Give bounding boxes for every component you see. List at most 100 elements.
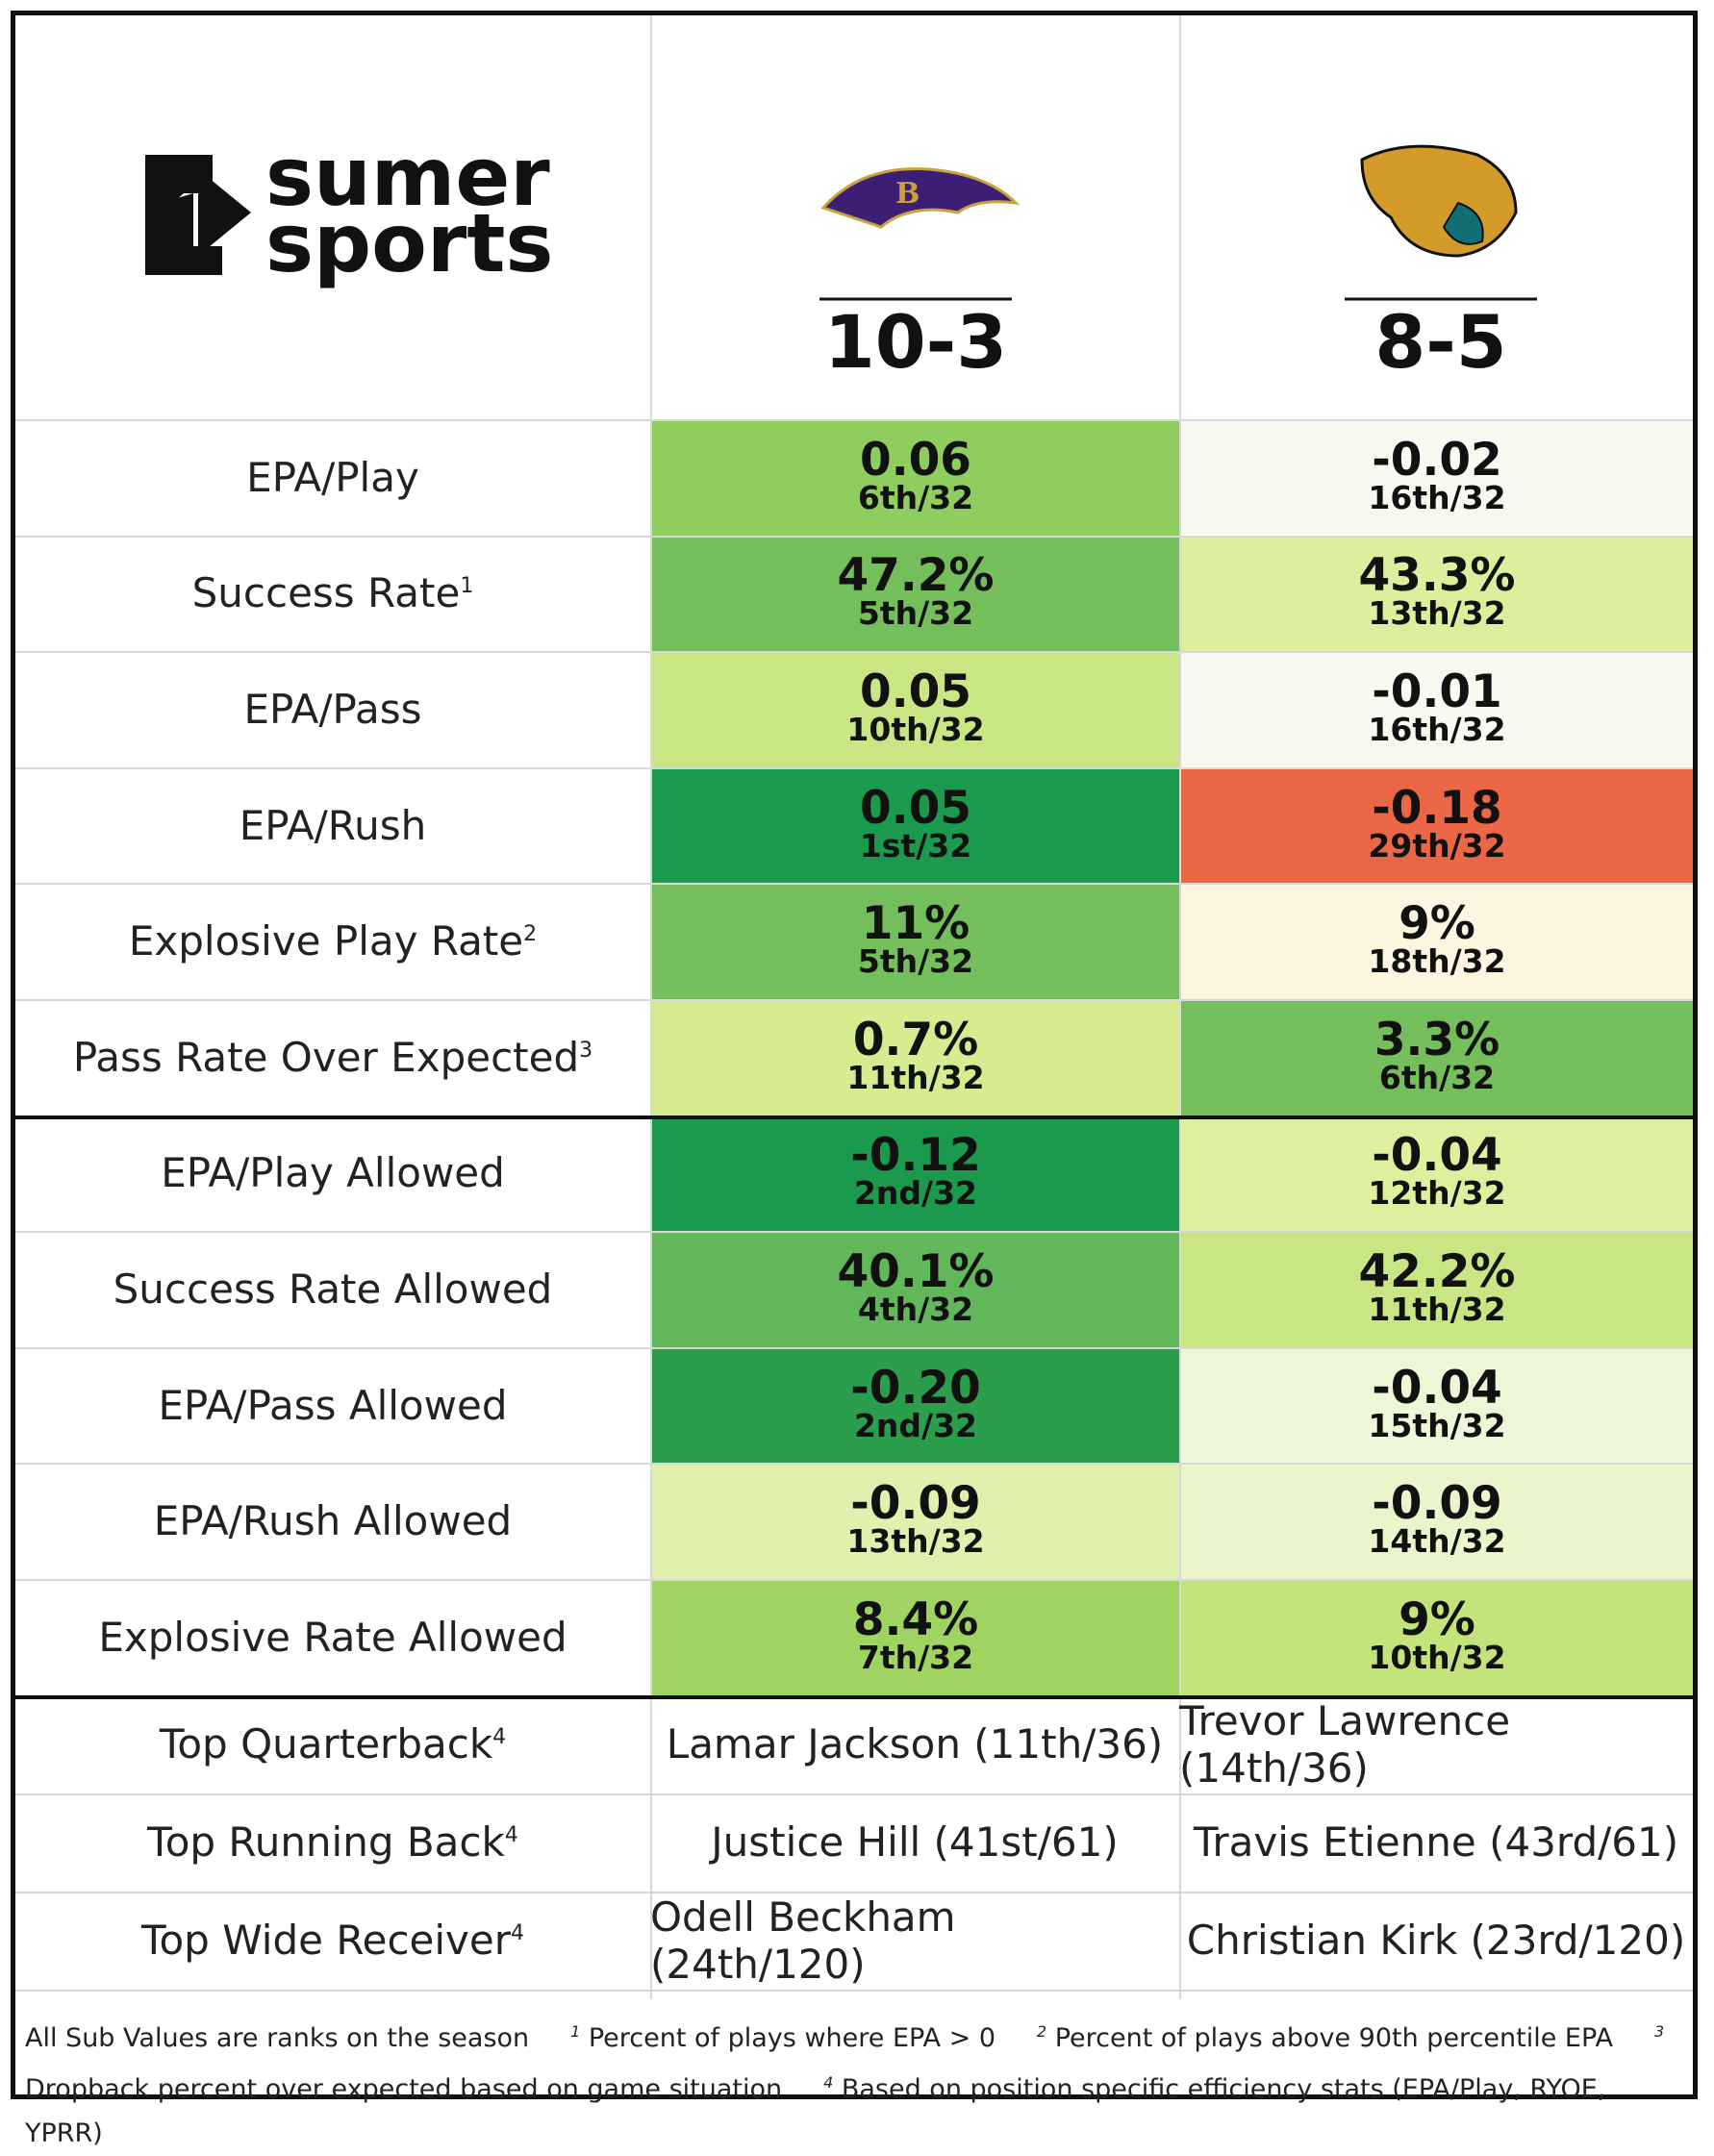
row-divider [15, 419, 1693, 421]
column-divider [650, 15, 652, 1999]
row-label: EPA/Play [246, 453, 419, 501]
stat-rank: 18th/32 [1368, 942, 1506, 981]
metric-cell: EPA/Pass Allowed [15, 1347, 650, 1464]
row-label: Top Wide Receiver [140, 1917, 512, 1965]
metric-label: EPA/Play [246, 454, 419, 501]
stat-cell: 0.05 10th/32 [652, 652, 1179, 767]
stat-value: 47.2% [837, 549, 995, 603]
stat-cell: 8.4% 7th/32 [652, 1580, 1179, 1695]
stat-rank: 5th/32 [857, 942, 974, 981]
row-divider [15, 1989, 1693, 1992]
stat-cell: 40.1% 4th/32 [652, 1232, 1179, 1347]
header: sumer sports B 10-3 8-5 [145, 130, 1537, 385]
stat-value: -0.04 [1372, 1129, 1502, 1183]
player-cell: Trevor Lawrence (14th/36) [1179, 1696, 1511, 1792]
stat-rank: 6th/32 [857, 478, 974, 516]
footnote-mark: 1 [570, 2022, 581, 2041]
footnote-mark: 4 [492, 1725, 507, 1750]
stat-value: 42.2% [1358, 1244, 1516, 1298]
row-label: Explosive Rate Allowed [98, 1613, 567, 1661]
stat-rank: 10th/32 [846, 710, 985, 748]
stat-value: 0.06 [860, 433, 971, 487]
stat-rank: 16th/32 [1368, 478, 1506, 516]
row-label: Success Rate [191, 569, 461, 617]
footnote-mark: 3 [579, 1038, 593, 1063]
stat-rank: 1st/32 [859, 826, 972, 865]
footnote-mark: 4 [823, 2073, 834, 2092]
stat-value: -0.09 [850, 1477, 981, 1531]
player-label: Top Quarterback4 [160, 1720, 506, 1767]
stat-rank: 2nd/32 [853, 1406, 978, 1444]
stat-cell: -0.04 15th/32 [1181, 1347, 1693, 1464]
sumer-logo-mark [145, 155, 251, 275]
metric-cell: Success Rate Allowed [15, 1231, 650, 1347]
stat-value: 3.3% [1374, 1013, 1500, 1066]
logo-text: sports [265, 196, 553, 290]
metric-label: EPA/Pass [243, 686, 421, 733]
stat-cell: 0.7% 11th/32 [652, 1000, 1179, 1116]
row-label: EPA/Rush Allowed [153, 1497, 513, 1545]
stat-rank: 2nd/32 [853, 1174, 978, 1213]
row-label: EPA/Pass [243, 685, 422, 733]
footnote-mark: 4 [511, 1921, 525, 1946]
metric-label: Success Rate Allowed [113, 1266, 553, 1313]
metric-cell: EPA/Pass [15, 651, 650, 767]
stat-value: 0.05 [860, 664, 971, 718]
metric-label: EPA/Play Allowed [161, 1149, 505, 1196]
stat-value: 11% [861, 897, 970, 951]
stat-rank: 12th/32 [1368, 1174, 1506, 1213]
metric-cell: EPA/Rush [15, 767, 650, 884]
stat-cell: 0.05 1st/32 [652, 767, 1179, 884]
row-label: EPA/Pass Allowed [158, 1381, 508, 1429]
stat-value: 0.7% [852, 1013, 979, 1066]
stat-cell: 43.3% 13th/32 [1181, 536, 1693, 652]
metric-label: Pass Rate Over Expected3 [73, 1034, 592, 1081]
footnote-intro: All Sub Values are ranks on the season [25, 2023, 530, 2053]
row-divider [15, 1346, 1693, 1349]
player-cell: Travis Etienne (43rd/61) [1193, 1818, 1679, 1867]
row-divider [15, 1463, 1693, 1466]
row-label: Top Running Back [147, 1818, 505, 1867]
jaguars-logo [1360, 144, 1518, 258]
metric-cell: Success Rate1 [15, 536, 650, 652]
metric-label: EPA/Pass Allowed [159, 1382, 508, 1429]
player-label-cell: Top Quarterback4 [15, 1695, 650, 1793]
footnote-mark: 2 [1036, 2022, 1047, 2041]
stat-value: 0.05 [860, 781, 971, 835]
metric-cell: EPA/Play [15, 419, 650, 536]
row-divider [15, 1231, 1693, 1234]
stat-cell: -0.20 2nd/32 [652, 1347, 1179, 1464]
row-divider [15, 651, 1693, 654]
stat-cell: 9% 10th/32 [1181, 1580, 1693, 1695]
row-divider [15, 1115, 1693, 1119]
column-divider [1179, 15, 1181, 1999]
metric-cell: Explosive Rate Allowed [15, 1579, 650, 1695]
player-label-cell: Top Running Back4 [15, 1793, 650, 1892]
row-divider [15, 535, 1693, 538]
stat-rank: 16th/32 [1368, 710, 1506, 748]
svg-text:B: B [895, 177, 920, 211]
footnote-mark: 2 [523, 922, 538, 947]
stat-rank: 29th/32 [1368, 826, 1506, 865]
stat-rank: 13th/32 [1368, 594, 1506, 633]
ravens-logo: B [820, 167, 1021, 229]
stat-rank: 14th/32 [1368, 1522, 1506, 1561]
stat-cell: -0.09 13th/32 [652, 1464, 1179, 1579]
footnote-text: Dropback percent over expected based on … [25, 2074, 783, 2104]
metric-label: Explosive Play Rate2 [129, 917, 537, 965]
player-label-cell: Top Wide Receiver4 [15, 1892, 650, 1990]
stat-rank: 11th/32 [1368, 1290, 1506, 1328]
player-label: Top Wide Receiver4 [141, 1917, 524, 1964]
stat-cell: 47.2% 5th/32 [652, 536, 1179, 652]
stat-cell: -0.09 14th/32 [1181, 1464, 1693, 1579]
stat-value: -0.18 [1372, 781, 1502, 835]
footnote-mark: 1 [460, 574, 474, 599]
row-divider [15, 1579, 1693, 1581]
stat-value: -0.09 [1372, 1477, 1502, 1531]
stat-value: -0.02 [1372, 433, 1502, 487]
row-label: EPA/Rush [239, 801, 427, 849]
footnote-mark: 4 [504, 1823, 518, 1848]
stat-value: 9% [1399, 1592, 1475, 1646]
footnote-mark: 3 [1653, 2022, 1665, 2041]
metric-cell: EPA/Rush Allowed [15, 1463, 650, 1579]
